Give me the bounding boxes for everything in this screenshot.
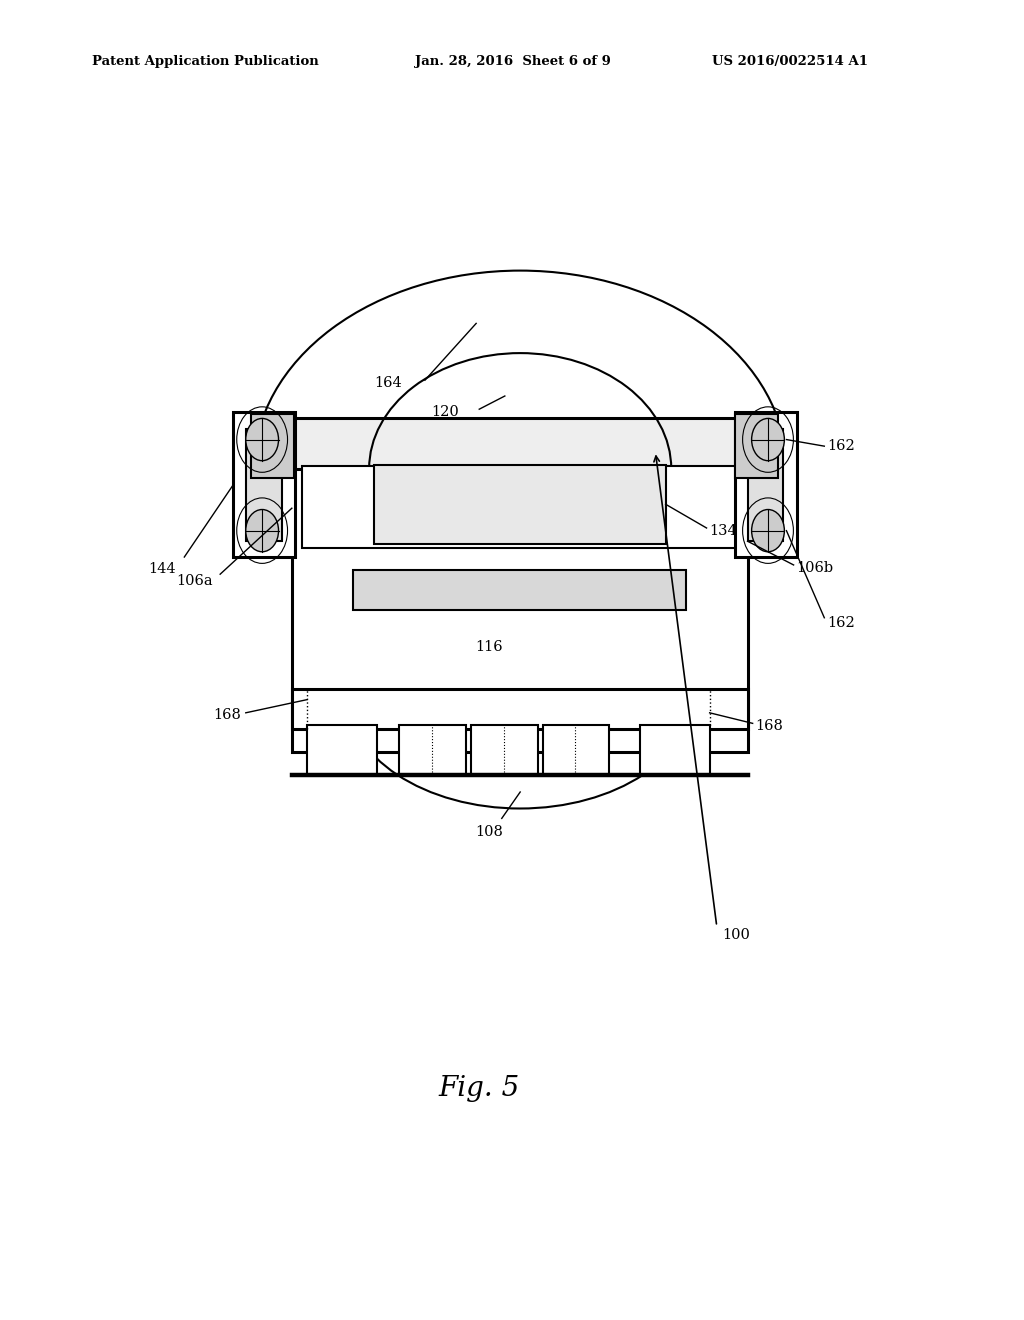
Text: 168: 168: [213, 709, 241, 722]
Text: 100: 100: [722, 928, 750, 941]
Text: 116: 116: [476, 640, 503, 653]
Bar: [353, 570, 686, 610]
Bar: [233, 412, 295, 557]
Bar: [471, 725, 538, 775]
Text: Fig. 5: Fig. 5: [438, 1076, 520, 1102]
Text: 162: 162: [827, 440, 855, 453]
Circle shape: [246, 510, 279, 552]
Text: 144: 144: [148, 562, 176, 577]
Bar: [543, 725, 609, 775]
Bar: [735, 414, 778, 478]
Text: 162: 162: [827, 616, 855, 630]
Text: 106b: 106b: [797, 561, 834, 574]
Bar: [251, 414, 294, 478]
Bar: [374, 465, 666, 544]
Circle shape: [246, 418, 279, 461]
Bar: [246, 429, 282, 541]
Text: Patent Application Publication: Patent Application Publication: [92, 55, 318, 69]
Bar: [292, 689, 748, 729]
Bar: [640, 725, 710, 775]
Text: 164: 164: [375, 376, 402, 389]
Text: Jan. 28, 2016  Sheet 6 of 9: Jan. 28, 2016 Sheet 6 of 9: [415, 55, 610, 69]
Text: 134: 134: [710, 524, 737, 537]
Bar: [748, 429, 783, 541]
Text: 106a: 106a: [176, 574, 213, 587]
Text: 108: 108: [475, 825, 504, 840]
Text: 120: 120: [431, 405, 459, 418]
Text: 168: 168: [756, 719, 783, 733]
Bar: [292, 429, 748, 752]
Bar: [307, 725, 377, 775]
Bar: [735, 412, 797, 557]
Circle shape: [752, 418, 784, 461]
Text: US 2016/0022514 A1: US 2016/0022514 A1: [712, 55, 867, 69]
Bar: [292, 418, 748, 469]
Bar: [399, 725, 466, 775]
Circle shape: [752, 510, 784, 552]
Bar: [302, 466, 737, 548]
